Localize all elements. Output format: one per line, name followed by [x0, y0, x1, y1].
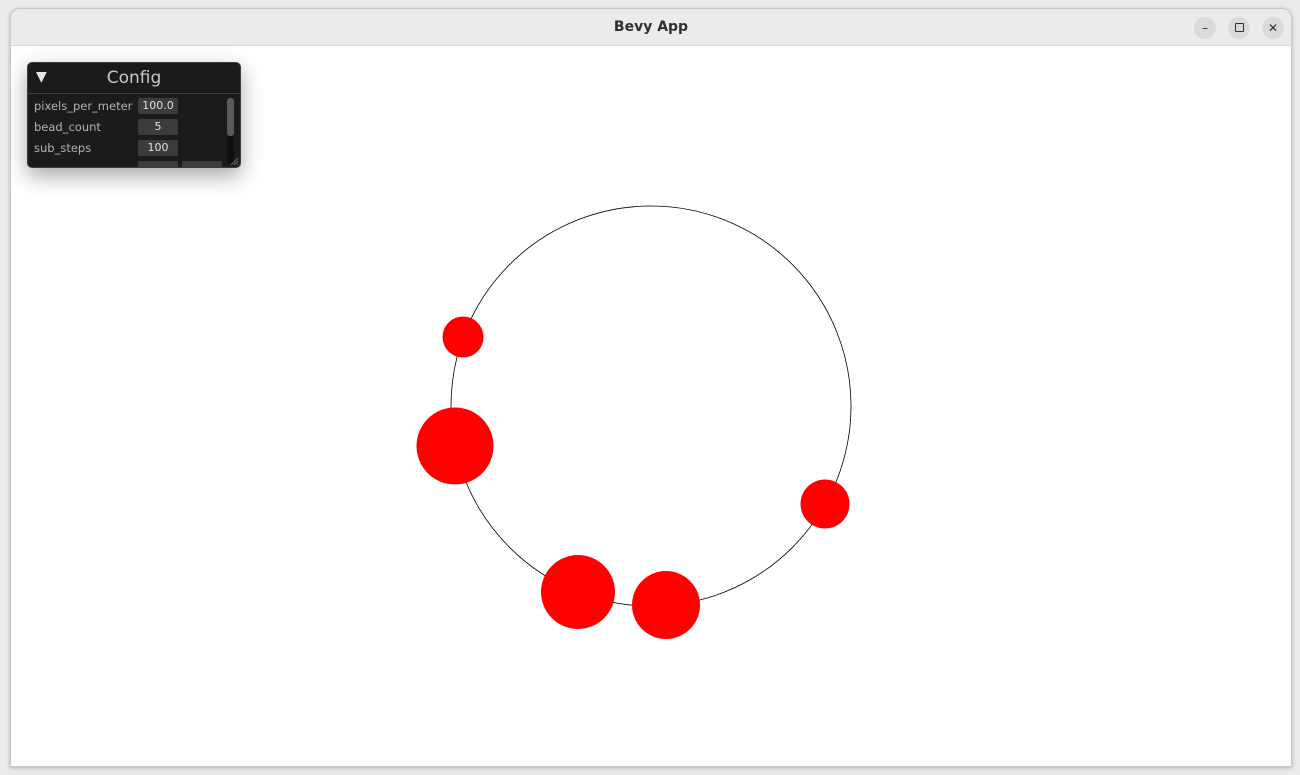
maximize-button[interactable] — [1228, 17, 1250, 39]
partial-field[interactable] — [138, 161, 178, 167]
bead — [442, 316, 484, 358]
render-canvas[interactable]: ▼ Config pixels_per_meter 100.0 bead_cou… — [11, 46, 1291, 766]
bead — [632, 571, 700, 639]
field-label: bead_count — [34, 120, 101, 134]
scrollbar-thumb[interactable] — [227, 98, 234, 136]
partial-field[interactable] — [182, 161, 222, 167]
wire-circle — [450, 205, 852, 607]
close-button[interactable]: ✕ — [1262, 17, 1284, 39]
config-title: Config — [106, 68, 162, 88]
field-label: sub_steps — [34, 141, 92, 155]
bead — [416, 407, 494, 485]
bead-count-field[interactable]: 5 — [138, 119, 178, 135]
config-panel: ▼ Config pixels_per_meter 100.0 bead_cou… — [27, 62, 241, 168]
minimize-icon: – — [1202, 21, 1208, 35]
bead-scene — [416, 205, 852, 639]
maximize-icon — [1234, 23, 1244, 32]
resize-grip-icon[interactable] — [229, 156, 239, 166]
close-icon: ✕ — [1267, 21, 1279, 35]
title-bar[interactable]: Bevy App – ✕ — [11, 9, 1291, 46]
minimize-button[interactable]: – — [1194, 17, 1216, 39]
bead — [800, 479, 850, 529]
window-title: Bevy App — [613, 19, 689, 35]
sub-steps-field[interactable]: 100 — [138, 140, 178, 156]
triangle-down-icon[interactable]: ▼ — [36, 69, 47, 85]
field-label: pixels_per_meter — [34, 99, 133, 113]
config-row-sub-steps: sub_steps 100 — [34, 139, 224, 157]
app-window: Bevy App – ✕ ▼ Config pixels_per_meter — [10, 8, 1292, 767]
config-row-pixels-per-meter: pixels_per_meter 100.0 — [34, 97, 224, 115]
pixels-per-meter-field[interactable]: 100.0 — [138, 98, 178, 114]
scrollbar[interactable] — [227, 98, 234, 164]
bead — [541, 555, 615, 629]
config-row-bead-count: bead_count 5 — [34, 118, 224, 136]
config-header[interactable]: ▼ Config — [28, 63, 240, 94]
